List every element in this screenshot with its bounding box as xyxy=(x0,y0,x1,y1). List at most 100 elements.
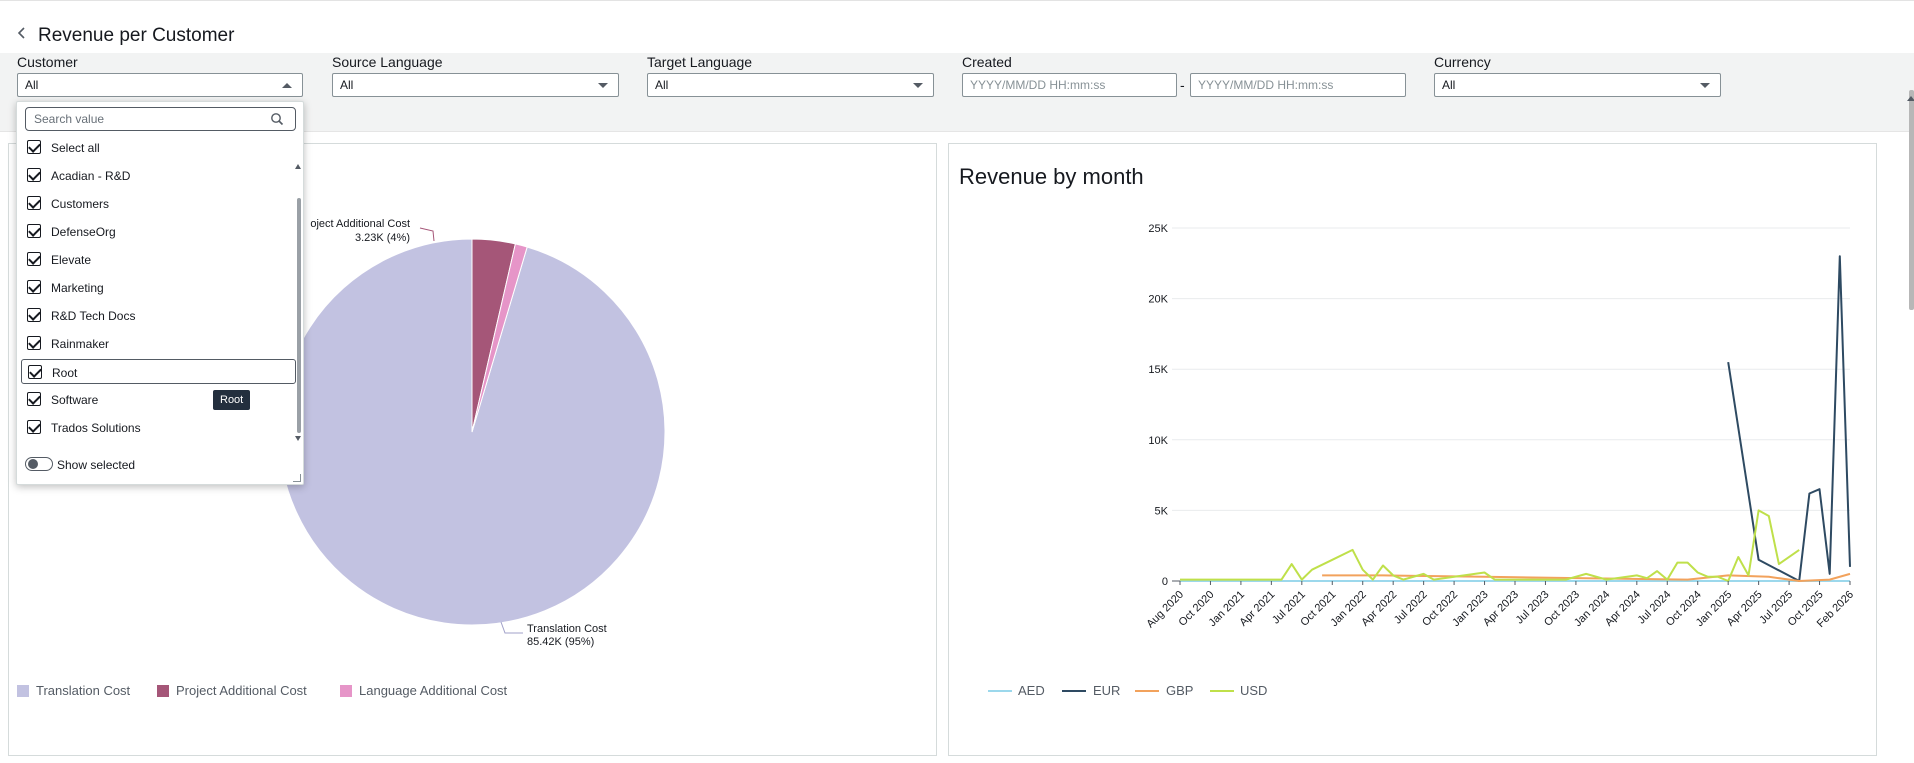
currency-select-value: All xyxy=(1442,78,1456,92)
legend-swatch-language xyxy=(340,685,352,697)
legend-gbp[interactable]: GBP xyxy=(1166,683,1194,698)
pie-leader-project xyxy=(419,227,435,242)
caret-down-icon xyxy=(1700,83,1710,88)
option-rainmaker[interactable]: Rainmaker xyxy=(21,331,296,356)
option-rd-tech-docs[interactable]: R&D Tech Docs xyxy=(21,303,296,328)
top-border xyxy=(0,0,1914,1)
legend-line-usd xyxy=(1210,690,1234,692)
legend-project-additional-cost[interactable]: Project Additional Cost xyxy=(176,683,307,698)
caret-down-icon xyxy=(598,83,608,88)
customer-label: Customer xyxy=(17,54,78,70)
chevron-left-icon[interactable] xyxy=(14,25,30,41)
checkbox-checked[interactable] xyxy=(27,280,41,294)
pie-slice-language-additional-cost[interactable] xyxy=(471,243,528,433)
target-language-select-value: All xyxy=(655,78,669,92)
legend-usd[interactable]: USD xyxy=(1240,683,1268,698)
checkbox-checked[interactable] xyxy=(27,196,41,210)
show-selected-label: Show selected xyxy=(57,458,136,472)
option-label: Elevate xyxy=(51,253,92,267)
scroll-up-icon[interactable] xyxy=(295,164,301,169)
page-header: Revenue per Customer xyxy=(0,1,1914,53)
y-tick-label: 0 xyxy=(1162,576,1168,588)
option-defenseorg[interactable]: DefenseOrg xyxy=(21,219,296,244)
currency-label: Currency xyxy=(1434,54,1491,70)
customer-select[interactable]: All xyxy=(17,73,303,97)
dropdown-scrollbar[interactable] xyxy=(297,198,301,433)
option-root[interactable]: Root xyxy=(21,359,296,384)
pie-chart: oject Additional Cost 3.23K (4%) Transla… xyxy=(278,218,666,648)
legend-line-aed xyxy=(988,690,1012,692)
created-from-input[interactable]: YYYY/MM/DD HH:mm:ss xyxy=(962,73,1177,97)
option-label: Marketing xyxy=(51,281,104,295)
pie-label-project-value: 3.23K (4%) xyxy=(355,232,410,244)
created-to-input[interactable]: YYYY/MM/DD HH:mm:ss xyxy=(1190,73,1406,97)
page-scrollbar[interactable] xyxy=(1909,90,1914,310)
option-acadian-rd[interactable]: Acadian - R&D xyxy=(21,163,296,188)
show-selected-toggle[interactable] xyxy=(25,457,53,471)
checkbox-checked[interactable] xyxy=(27,224,41,238)
resize-handle-icon[interactable] xyxy=(293,474,301,482)
legend-line-eur xyxy=(1062,690,1086,692)
pie-label-translation-value: 85.42K (95%) xyxy=(527,636,594,648)
legend-aed[interactable]: AED xyxy=(1018,683,1045,698)
legend-line-gbp xyxy=(1135,690,1159,692)
pie-label-project: oject Additional Cost xyxy=(310,218,410,230)
pie-leader-translation xyxy=(500,621,523,634)
checkbox-checked[interactable] xyxy=(27,420,41,434)
revenue-by-month-panel xyxy=(948,143,1877,756)
toggle-knob xyxy=(28,459,38,469)
scroll-up-icon[interactable] xyxy=(1907,96,1914,101)
chart-title: Revenue by month xyxy=(959,164,1144,189)
checkbox-checked[interactable] xyxy=(27,252,41,266)
y-tick-label: 10K xyxy=(1148,435,1168,447)
series-line-usd[interactable] xyxy=(1180,509,1800,582)
source-language-select[interactable]: All xyxy=(332,73,619,97)
scroll-down-icon[interactable] xyxy=(295,436,301,441)
checkbox-checked[interactable] xyxy=(27,392,41,406)
checkbox-checked[interactable] xyxy=(28,365,42,379)
checkbox-checked[interactable] xyxy=(27,140,41,154)
y-tick-label: 15K xyxy=(1148,364,1168,376)
caret-down-icon xyxy=(913,83,923,88)
option-label: Acadian - R&D xyxy=(51,169,131,183)
option-select-all[interactable]: Select all xyxy=(21,135,296,160)
legend-eur[interactable]: EUR xyxy=(1093,683,1121,698)
option-trados-solutions[interactable]: Trados Solutions xyxy=(21,415,296,440)
target-language-select[interactable]: All xyxy=(647,73,934,97)
source-language-select-value: All xyxy=(340,78,354,92)
checkbox-checked[interactable] xyxy=(27,336,41,350)
page-title: Revenue per Customer xyxy=(38,25,235,46)
target-language-label: Target Language xyxy=(647,54,753,70)
option-elevate[interactable]: Elevate xyxy=(21,247,296,272)
option-marketing[interactable]: Marketing xyxy=(21,275,296,300)
source-language-label: Source Language xyxy=(332,54,443,70)
series-line-gbp[interactable] xyxy=(1322,572,1851,582)
option-tooltip: Root xyxy=(213,390,251,410)
legend-language-additional-cost[interactable]: Language Additional Cost xyxy=(359,683,508,698)
option-label: Root xyxy=(52,366,78,380)
checkbox-checked[interactable] xyxy=(27,308,41,322)
option-label: Trados Solutions xyxy=(51,421,141,435)
series-line-eur[interactable] xyxy=(1727,255,1851,582)
option-label: Software xyxy=(51,393,99,407)
customer-dropdown: Search value Select all Acadian - R&D Cu… xyxy=(16,101,304,485)
currency-select[interactable]: All xyxy=(1434,73,1721,97)
legend-swatch-project xyxy=(157,685,169,697)
option-label: R&D Tech Docs xyxy=(51,309,136,323)
option-label: Rainmaker xyxy=(51,337,110,351)
legend-swatch-translation xyxy=(17,685,29,697)
y-tick-label: 25K xyxy=(1148,223,1168,235)
option-label: Select all xyxy=(51,141,100,155)
checkbox-checked[interactable] xyxy=(27,168,41,182)
y-tick-label: 5K xyxy=(1155,505,1169,517)
legend-translation-cost[interactable]: Translation Cost xyxy=(36,683,131,698)
option-label: Customers xyxy=(51,197,110,211)
customer-select-value: All xyxy=(25,78,39,92)
y-tick-label: 20K xyxy=(1148,294,1168,306)
search-icon[interactable] xyxy=(270,112,284,126)
option-software[interactable]: Software xyxy=(21,387,296,412)
search-input[interactable]: Search value xyxy=(25,107,296,131)
option-customers[interactable]: Customers xyxy=(21,191,296,216)
date-range-separator: - xyxy=(1180,77,1185,93)
